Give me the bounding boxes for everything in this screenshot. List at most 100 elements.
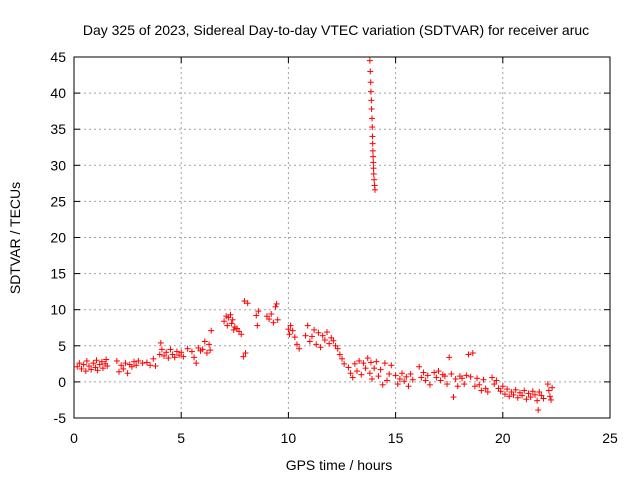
y-tick-label: 20 <box>50 230 66 246</box>
data-point <box>529 388 536 395</box>
data-point <box>512 386 519 393</box>
data-point <box>161 352 168 359</box>
data-point <box>372 186 379 193</box>
data-point <box>113 357 120 364</box>
data-point <box>506 393 513 400</box>
data-point <box>94 367 101 374</box>
data-point <box>435 368 442 375</box>
data-point <box>416 363 423 370</box>
y-tick-label: 25 <box>50 193 66 209</box>
data-point <box>354 368 361 375</box>
data-point <box>545 387 552 394</box>
data-point <box>444 381 451 388</box>
data-point <box>266 316 273 323</box>
data-point <box>323 329 330 336</box>
data-point <box>463 372 470 379</box>
data-point <box>379 381 386 388</box>
data-point <box>341 360 348 367</box>
data-point <box>420 369 427 376</box>
x-tick-label: 10 <box>281 430 297 446</box>
data-point <box>83 357 90 364</box>
data-point <box>274 316 281 323</box>
data-point <box>133 362 140 369</box>
data-point <box>244 300 251 307</box>
y-tick-label: -5 <box>54 410 67 426</box>
y-tick-label: 40 <box>50 85 66 101</box>
data-point <box>273 300 280 307</box>
data-point <box>317 344 324 351</box>
data-point <box>362 365 369 372</box>
data-point <box>367 359 374 366</box>
data-point <box>230 326 237 333</box>
data-point <box>510 391 517 398</box>
data-point <box>426 381 433 388</box>
data-point <box>351 360 358 367</box>
data-point <box>403 373 410 380</box>
data-point <box>227 311 234 318</box>
data-point <box>396 376 403 383</box>
data-point <box>399 370 406 377</box>
data-point <box>534 397 541 404</box>
data-point <box>156 351 163 358</box>
data-point <box>478 387 485 394</box>
data-point <box>523 396 530 403</box>
data-point <box>178 349 185 356</box>
data-point <box>546 393 553 400</box>
data-point <box>446 354 453 361</box>
data-point <box>306 338 313 345</box>
data-point <box>293 341 300 348</box>
data-point <box>99 365 106 372</box>
y-tick-label: 5 <box>58 338 66 354</box>
data-point <box>184 345 191 352</box>
data-point <box>388 362 395 369</box>
data-point <box>270 319 277 326</box>
data-point <box>536 389 543 396</box>
data-point <box>339 355 345 362</box>
data-point <box>370 165 377 172</box>
y-tick-label: 0 <box>58 374 66 390</box>
data-point <box>321 337 328 344</box>
data-point <box>493 377 500 384</box>
data-point <box>368 97 375 104</box>
data-point <box>188 348 195 355</box>
data-point <box>497 388 504 395</box>
data-point <box>88 366 95 373</box>
data-point <box>525 390 532 397</box>
data-point <box>207 347 214 354</box>
y-tick-label: 45 <box>50 49 66 65</box>
data-point <box>158 346 165 353</box>
data-point <box>221 318 228 325</box>
data-point <box>491 381 498 388</box>
x-axis-label: GPS time / hours <box>286 457 393 473</box>
chart-title: Day 325 of 2023, Sidereal Day-to-day VTE… <box>83 22 589 38</box>
data-point <box>193 360 200 367</box>
data-point <box>255 308 262 315</box>
data-point <box>311 326 318 333</box>
data-point <box>180 353 187 360</box>
data-point <box>433 374 440 381</box>
data-point <box>424 372 431 379</box>
data-point <box>370 170 377 177</box>
data-point <box>358 371 365 378</box>
data-point <box>386 370 393 377</box>
data-point <box>304 322 311 329</box>
y-axis-label: SDTVAR / TECUs <box>7 182 23 294</box>
data-point <box>163 349 170 356</box>
data-point <box>135 357 142 364</box>
grid-layer <box>74 57 610 418</box>
data-point <box>527 394 534 401</box>
data-point <box>369 376 376 383</box>
data-point <box>291 334 298 341</box>
data-point <box>103 356 110 363</box>
data-point <box>394 381 401 388</box>
data-point <box>375 373 382 380</box>
data-point <box>208 327 215 334</box>
data-point <box>521 387 528 394</box>
data-point <box>514 394 521 401</box>
data-point <box>501 391 508 398</box>
data-point <box>540 395 547 402</box>
data-point <box>480 376 487 383</box>
data-point <box>302 332 309 339</box>
data-point <box>78 365 85 372</box>
data-point <box>253 312 260 319</box>
